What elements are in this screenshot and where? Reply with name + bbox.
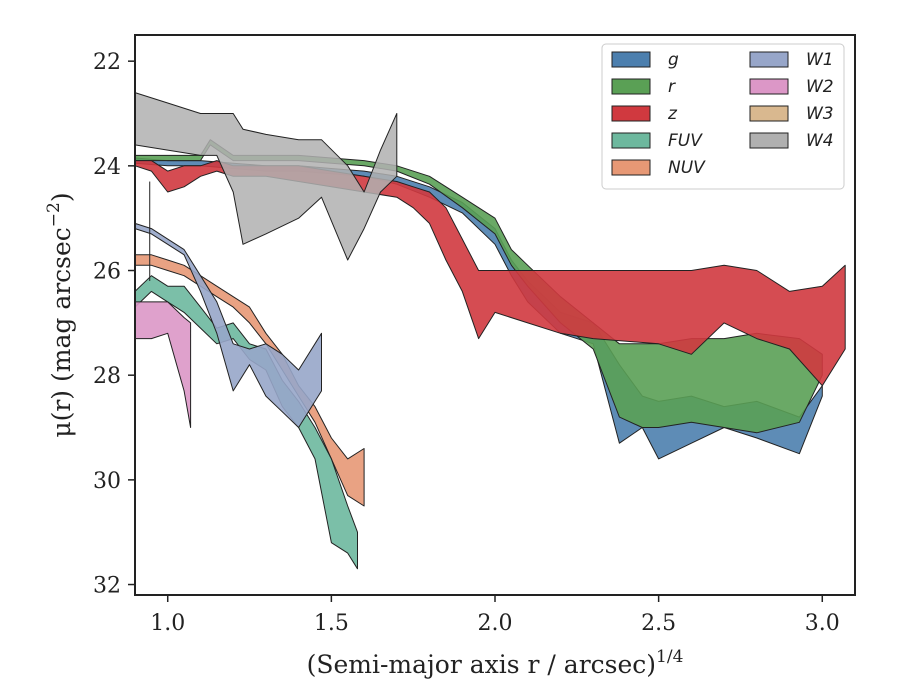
y-tick-label: 26 <box>93 260 121 285</box>
legend-swatch-W2 <box>749 78 789 95</box>
band-W4 <box>134 92 398 261</box>
legend-swatch-FUV <box>611 132 651 149</box>
y-tick-label: 30 <box>93 469 121 494</box>
legend-swatch-r <box>611 78 651 95</box>
legend-label-z: z <box>667 104 678 124</box>
legend-swatch-W1 <box>749 51 789 68</box>
x-axis: 1.0 1.5 2.0 2.5 3.0 <box>150 595 840 636</box>
x-tick-label: 3.0 <box>805 611 840 636</box>
y-tick-label: 22 <box>93 50 121 75</box>
legend-label-W2: W2 <box>806 77 834 97</box>
y-tick-label: 28 <box>93 364 121 389</box>
x-tick-label: 2.0 <box>478 611 513 636</box>
x-axis-label: (Semi-major axis r / arcsec)1/4 <box>307 647 684 679</box>
legend-label-NUV: NUV <box>668 158 706 178</box>
y-tick-label: 32 <box>93 574 121 599</box>
legend-swatch-z <box>611 105 651 122</box>
legend-label-W4: W4 <box>806 131 834 151</box>
legend-label-W1: W1 <box>806 50 834 70</box>
legend-swatch-W3 <box>749 105 789 122</box>
legend-label-W3: W3 <box>806 104 834 124</box>
band-W2 <box>134 301 192 428</box>
legend: grz FUV NUV W1 W2 W3 W4 <box>601 43 845 190</box>
y-tick-label: 24 <box>93 155 121 180</box>
band-W1 <box>134 222 322 428</box>
legend-label-FUV: FUV <box>668 131 703 151</box>
legend-label-r: r <box>668 77 676 97</box>
x-tick-label: 1.5 <box>314 611 349 636</box>
legend-swatch-g <box>611 51 651 68</box>
x-tick-label: 1.0 <box>150 611 185 636</box>
legend-swatch-NUV <box>611 159 651 176</box>
legend-label-g: g <box>668 50 679 70</box>
series-bands <box>134 92 846 570</box>
y-axis: 22 24 26 28 30 32 <box>93 50 135 599</box>
x-tick-label: 2.5 <box>641 611 676 636</box>
legend-swatch-W4 <box>749 132 789 149</box>
y-axis-label: μ(r) (mag arcsec−2) <box>44 192 76 437</box>
